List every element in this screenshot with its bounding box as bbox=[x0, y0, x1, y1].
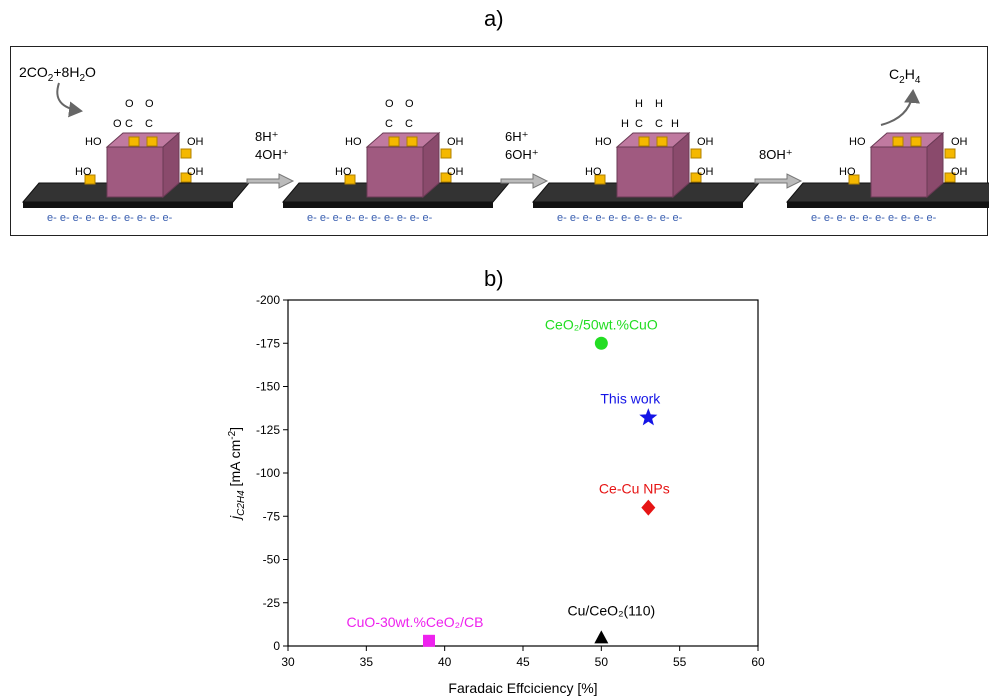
adsorbate-label: O bbox=[113, 118, 122, 130]
electron-label: e- e- e- e- e- e- e- e- e- e- bbox=[811, 212, 937, 224]
reaction-scheme-svg: 2CO2+8H2O C2H4 e- e- e- e- e- e- e- e- e… bbox=[19, 64, 989, 224]
plot-frame bbox=[287, 299, 759, 647]
oh-label: OH bbox=[951, 136, 968, 148]
electron-label: e- e- e- e- e- e- e- e- e- e- bbox=[307, 212, 433, 224]
panel-b-label: b) bbox=[484, 266, 504, 291]
data-label: Ce-Cu NPs bbox=[599, 481, 670, 497]
adsorbate-label: C bbox=[125, 118, 133, 130]
y-tick-label: -200 bbox=[256, 293, 280, 307]
data-label: CeO₂/50wt.%CuO bbox=[545, 316, 658, 332]
y-tick-label: -25 bbox=[263, 596, 281, 610]
adsorbate-label: C bbox=[655, 118, 663, 130]
ho-label: HO bbox=[85, 136, 102, 148]
data-point-triangle bbox=[594, 630, 609, 644]
reaction-arrow-1: 8H⁺ 4OH⁺ bbox=[246, 129, 295, 189]
oh-label: OH bbox=[951, 166, 968, 178]
panel-a-label: a) bbox=[484, 6, 504, 31]
y-tick-label: -175 bbox=[256, 336, 280, 350]
y-tick-label: -100 bbox=[256, 466, 280, 480]
y-tick-label: -75 bbox=[263, 509, 281, 523]
adsorbate-label: O bbox=[145, 98, 154, 110]
x-tick-label: 50 bbox=[595, 655, 609, 669]
adsorbate-label: O bbox=[385, 98, 394, 110]
adsorbate-label: O bbox=[405, 98, 414, 110]
oh-label: OH bbox=[697, 166, 714, 178]
adsorbate-label: O bbox=[125, 98, 134, 110]
reactant-formula: 2CO2+8H2O bbox=[19, 64, 96, 84]
oh-label: OH bbox=[187, 166, 204, 178]
ho-label: HO bbox=[849, 136, 866, 148]
y-tick-label: -50 bbox=[263, 553, 281, 567]
reaction-scheme: 2CO2+8H2O C2H4 e- e- e- e- e- e- e- e- e… bbox=[10, 46, 989, 236]
y-tick-label: 0 bbox=[273, 639, 280, 653]
reaction-arrow-2: 6H⁺ 6OH⁺ bbox=[500, 129, 549, 189]
y-tick-label: -150 bbox=[256, 380, 280, 394]
adsorbate-label: C bbox=[385, 118, 393, 130]
data-point-circle bbox=[594, 336, 608, 350]
product-formula: C2H4 bbox=[889, 66, 921, 86]
curved-arrow-out bbox=[880, 89, 921, 126]
electron-label: e- e- e- e- e- e- e- e- e- e- bbox=[47, 212, 173, 224]
ho-label: HO bbox=[595, 136, 612, 148]
catalyst-stage-4: e- e- e- e- e- e- e- e- e- e- HO HO OH OH bbox=[785, 131, 989, 224]
ho-label: HO bbox=[585, 166, 602, 178]
svg-text:8OH⁺: 8OH⁺ bbox=[759, 147, 793, 162]
data-point-star bbox=[639, 408, 658, 426]
scatter-chart: 30 35 40 45 50 55 60 0 -25 -50 -75 -100 -125 -150 -175… bbox=[0, 266, 998, 698]
catalyst-stage-2: e- e- e- e- e- e- e- e- e- e- HO HO OH OH C CO… bbox=[281, 98, 511, 224]
adsorbate-label: H bbox=[671, 118, 679, 130]
y-axis-label: jC2H4 [mA cm-2] bbox=[227, 427, 247, 521]
x-tick-label: 35 bbox=[360, 655, 374, 669]
adsorbate-label: H bbox=[655, 98, 663, 110]
x-tick-label: 40 bbox=[438, 655, 452, 669]
electron-label: e- e- e- e- e- e- e- e- e- e- bbox=[557, 212, 683, 224]
data-point-square bbox=[423, 634, 435, 647]
ho-label: HO bbox=[75, 166, 92, 178]
adsorbate-label: C bbox=[405, 118, 413, 130]
svg-text:4OH⁺: 4OH⁺ bbox=[255, 147, 289, 162]
adsorbate-label: C bbox=[635, 118, 643, 130]
oh-label: OH bbox=[447, 166, 464, 178]
svg-text:6H⁺: 6H⁺ bbox=[505, 129, 528, 144]
adsorbate-label: H bbox=[621, 118, 629, 130]
x-axis-label: Faradaic Effciciency [%] bbox=[448, 680, 597, 696]
oh-label: OH bbox=[187, 136, 204, 148]
svg-text:jC2H4 [mA cm-2]: jC2H4 [mA cm-2] bbox=[227, 427, 247, 521]
data-label: CuO-30wt.%CeO₂/CB bbox=[347, 614, 484, 630]
data-point-diamond bbox=[641, 499, 656, 516]
reaction-arrow-3: 8OH⁺ bbox=[754, 147, 803, 189]
x-tick-label: 45 bbox=[516, 655, 530, 669]
data-label: Cu/CeO₂(110) bbox=[568, 602, 656, 618]
x-tick-label: 60 bbox=[751, 655, 765, 669]
oh-label: OH bbox=[447, 136, 464, 148]
ho-label: HO bbox=[345, 136, 362, 148]
curved-arrow-in bbox=[56, 82, 83, 118]
x-tick-label: 55 bbox=[673, 655, 687, 669]
ho-label: HO bbox=[839, 166, 856, 178]
y-tick-label: -125 bbox=[256, 423, 280, 437]
x-tick-label: 30 bbox=[281, 655, 295, 669]
svg-text:6OH⁺: 6OH⁺ bbox=[505, 147, 539, 162]
oh-label: OH bbox=[697, 136, 714, 148]
ho-label: HO bbox=[335, 166, 352, 178]
adsorbate-label: H bbox=[635, 98, 643, 110]
svg-text:8H⁺: 8H⁺ bbox=[255, 129, 278, 144]
adsorbate-label: C bbox=[145, 118, 153, 130]
data-label: This work bbox=[600, 391, 661, 407]
scatter-chart-svg: 30 35 40 45 50 55 60 0 -25 -50 -75 -100 -125 -150 -175… bbox=[227, 293, 765, 696]
